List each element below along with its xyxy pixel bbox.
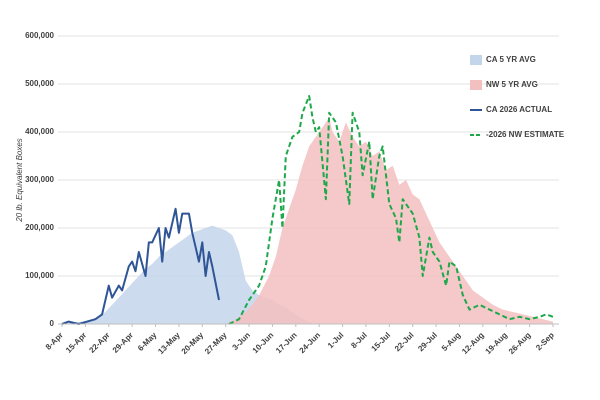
legend-swatch [470,55,482,65]
x-tick-label: 1-Jul [326,331,346,351]
x-tick-label: 2-Sep [534,330,556,352]
y-tick-label: 400,000 [25,127,54,136]
x-tick-label: 15-Jul [370,331,393,354]
x-tick-label: 20-May [180,330,206,356]
y-tick-label: 500,000 [25,79,54,88]
x-tick-label: 12-Aug [460,330,486,356]
x-tick-label: 3-Jun [230,330,252,352]
x-tick-label: 8-Apr [44,331,65,352]
x-tick-label: 8-Jul [349,331,369,351]
x-tick-label: 13-May [156,330,182,356]
x-tick-label: 15-Apr [64,331,88,355]
x-tick-label: 29-Jul [416,331,439,354]
y-tick-label: 300,000 [25,175,54,184]
x-tick-label: 29-Apr [111,331,135,355]
legend-label: -2026 NW ESTIMATE [486,130,565,139]
y-axis-label: 20 lb. Equivalent Boxes [15,138,24,223]
x-tick-label: 22-Jul [393,331,416,354]
y-tick-label: 600,000 [25,31,54,40]
legend-swatch [470,80,482,90]
y-tick-label: 0 [50,319,55,328]
x-tick-label: 19-Aug [484,330,510,356]
legend-label: NW 5 YR AVG [486,80,538,89]
area [225,117,553,324]
legend-label: CA 5 YR AVG [486,55,536,64]
y-tick-label: 200,000 [25,223,54,232]
y-tick-label: 100,000 [25,271,54,280]
x-tick-label: 10-Jun [251,330,276,355]
x-tick-label: 22-Apr [87,331,111,355]
x-tick-label: 24-Jun [297,330,322,355]
x-tick-label: 26-Aug [507,330,533,356]
line [61,207,220,325]
legend-label: CA 2026 ACTUAL [486,105,552,114]
x-tick-label: 17-Jun [274,330,299,355]
x-tick-label: 27-May [203,330,229,356]
line [228,95,554,325]
